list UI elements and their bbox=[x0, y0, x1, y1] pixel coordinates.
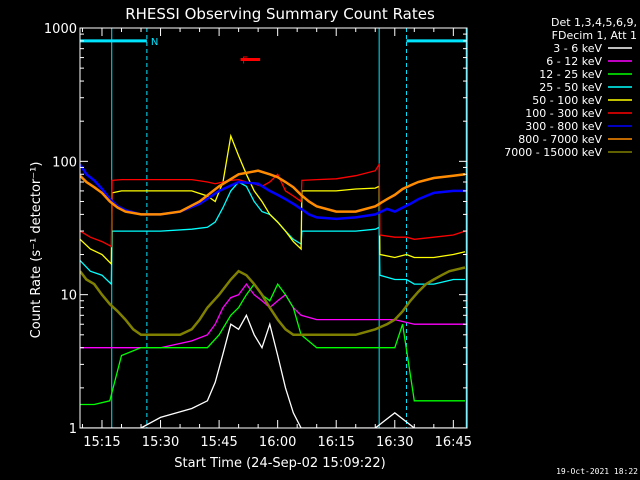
y-tick-label: 10 bbox=[60, 289, 77, 304]
chart-title: RHESSI Observing Summary Count Rates bbox=[125, 5, 435, 23]
x-tick-label: 16:45 bbox=[435, 435, 472, 450]
x-tick-label: 15:45 bbox=[200, 435, 237, 450]
x-tick-label: 16:00 bbox=[259, 435, 296, 450]
series-line-0 bbox=[80, 313, 465, 428]
axis-layer: 1 10 100 1000 15:15 15:30 15:45 16:00 16:15 16:30… bbox=[44, 22, 472, 450]
x-tick-label: 15:30 bbox=[142, 435, 179, 450]
legend-entry-label: 3 - 6 keV bbox=[553, 42, 602, 55]
flag-label-F: F bbox=[242, 56, 248, 67]
series-layer bbox=[80, 28, 467, 428]
x-tick-label: 15:15 bbox=[83, 435, 120, 450]
series-line-2 bbox=[80, 282, 465, 406]
plot-frame bbox=[79, 27, 468, 429]
legend-entry-label: 100 - 300 keV bbox=[525, 107, 602, 120]
flag-label-N: N bbox=[151, 37, 158, 48]
legend: Det 1,3,4,5,6,9,FDecim 1, Att 13 - 6 keV… bbox=[504, 16, 637, 159]
series-line-5 bbox=[80, 162, 466, 248]
generation-timestamp: 19-Oct-2021 18:22 bbox=[556, 467, 638, 476]
y-tick-label: 1000 bbox=[44, 22, 77, 37]
series-line-8 bbox=[80, 266, 466, 337]
legend-entry-label: 800 - 7000 keV bbox=[518, 133, 602, 146]
legend-header-line: FDecim 1, Att 1 bbox=[552, 29, 637, 42]
legend-entry-label: 50 - 100 keV bbox=[532, 94, 602, 107]
series-line-7 bbox=[80, 169, 466, 216]
legend-entry-label: 25 - 50 keV bbox=[539, 81, 602, 94]
legend-entry-label: 6 - 12 keV bbox=[546, 55, 602, 68]
legend-header-line: Det 1,3,4,5,6,9, bbox=[551, 16, 637, 29]
x-tick-label: 16:15 bbox=[317, 435, 354, 450]
legend-entry-label: 300 - 800 keV bbox=[525, 120, 602, 133]
series-line-4 bbox=[80, 133, 466, 266]
x-axis-label: Start Time (24-Sep-02 15:09:22) bbox=[174, 456, 385, 471]
flag-layer: NF bbox=[80, 37, 467, 67]
y-axis-label: Count Rate (s⁻¹ detector⁻¹) bbox=[29, 162, 44, 339]
legend-entry-label: 12 - 25 keV bbox=[539, 68, 602, 81]
y-tick-label: 100 bbox=[52, 155, 77, 170]
y-tick-label: 1 bbox=[69, 422, 77, 437]
legend-entry-label: 7000 - 15000 keV bbox=[504, 146, 602, 159]
x-tick-label: 16:30 bbox=[376, 435, 413, 450]
